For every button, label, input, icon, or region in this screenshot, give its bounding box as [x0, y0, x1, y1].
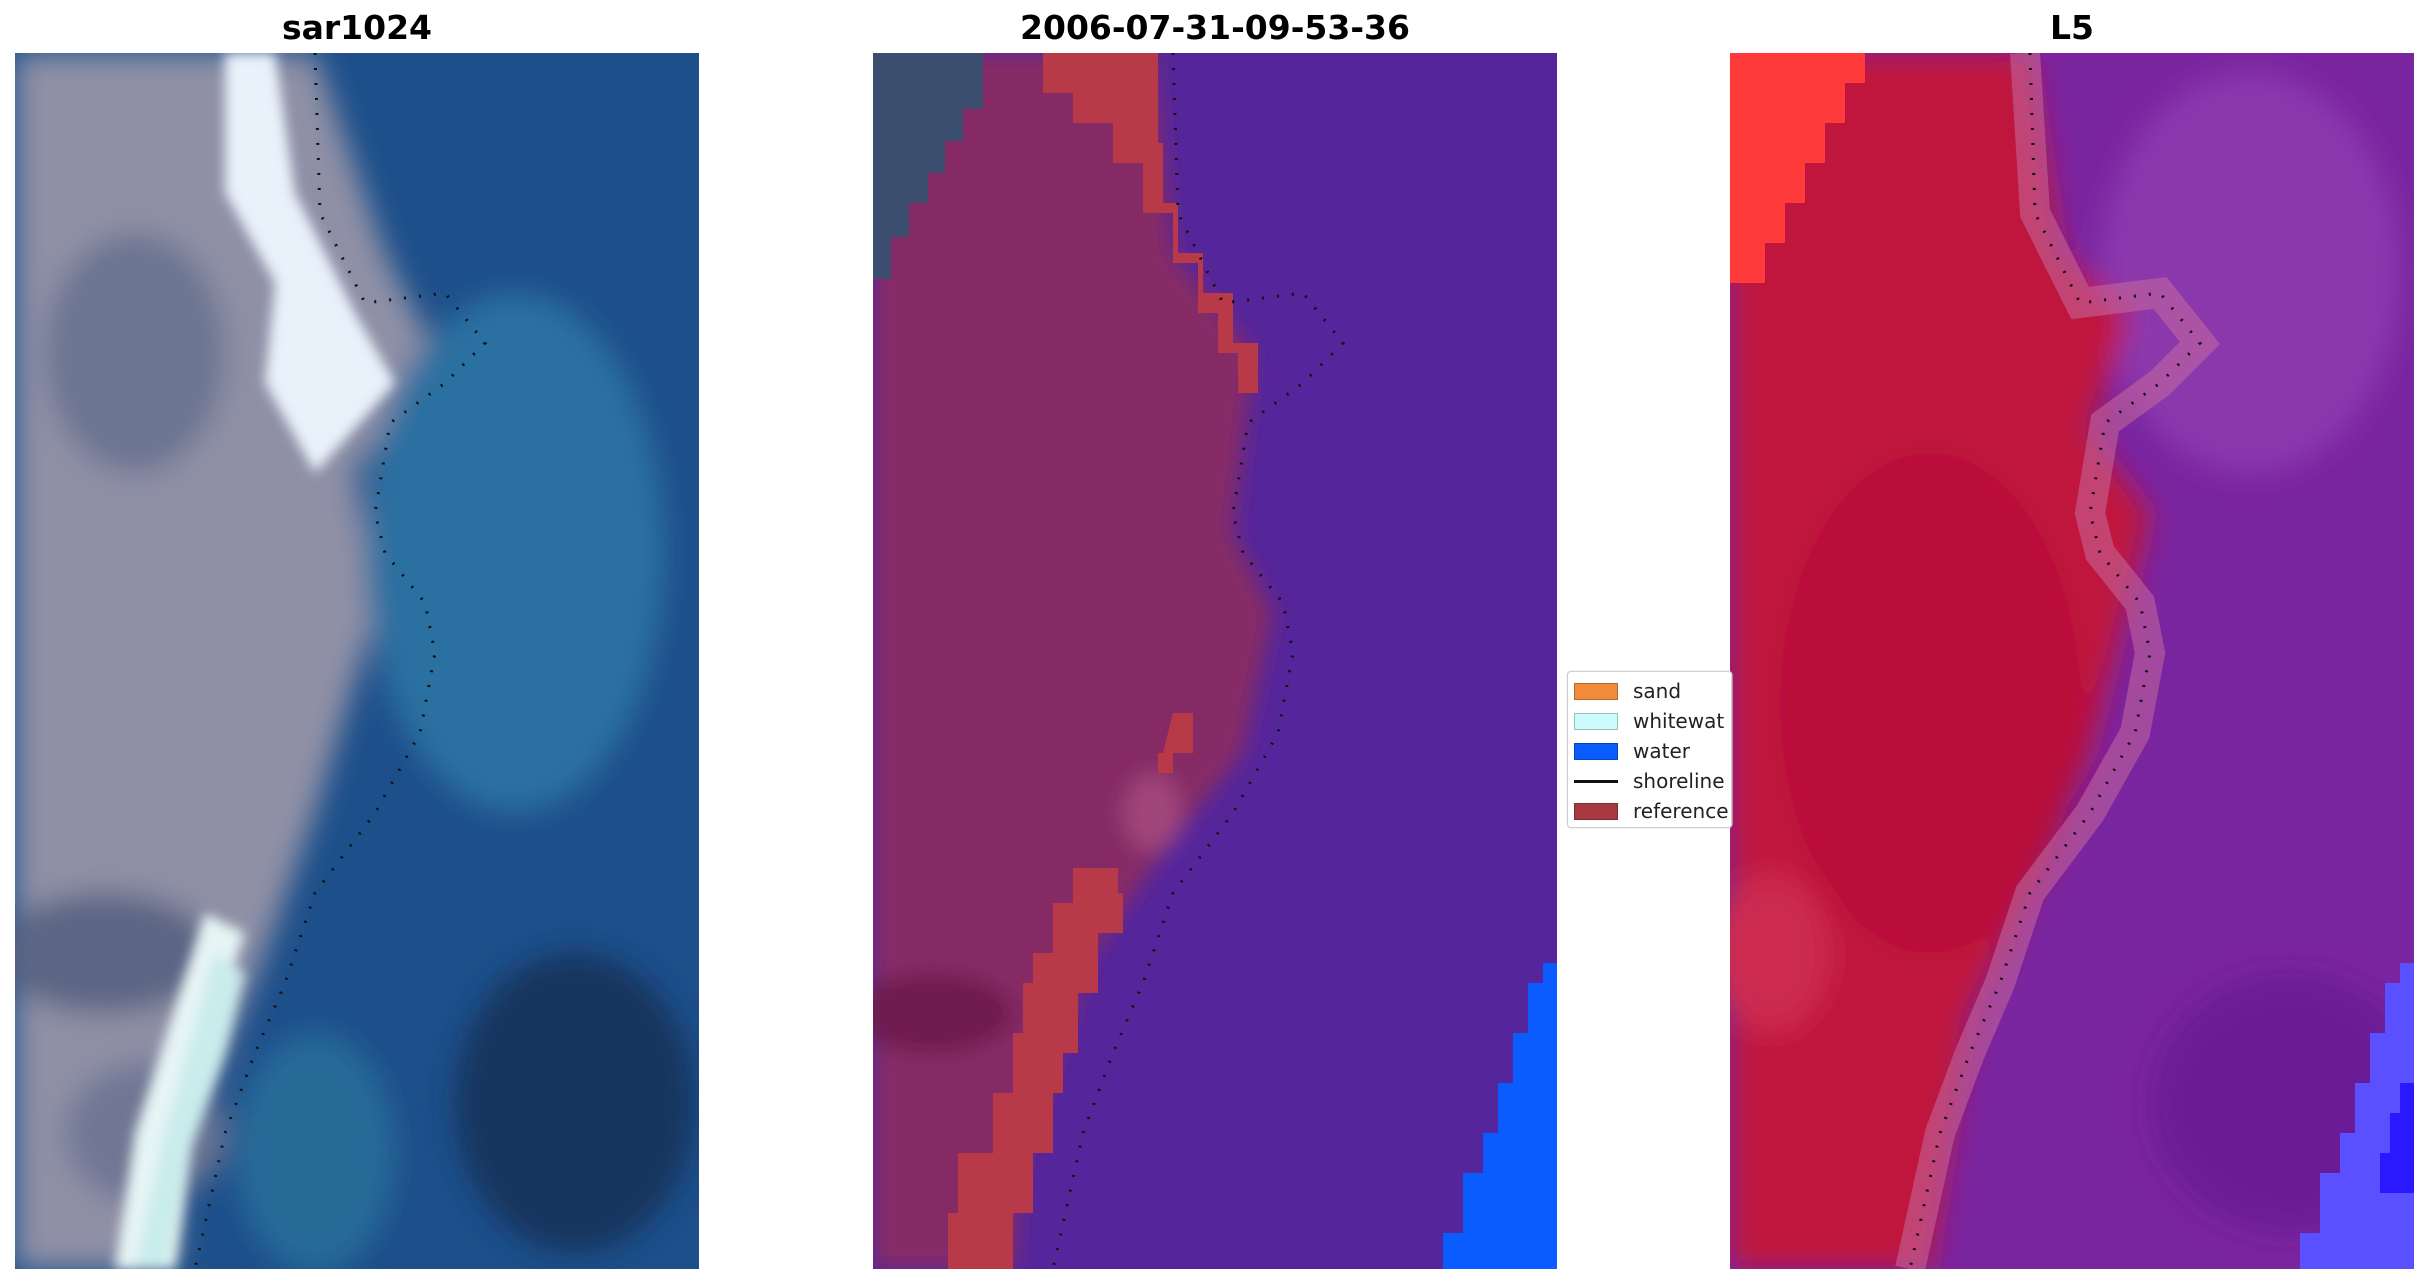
legend-swatch-water: [1574, 742, 1618, 760]
legend-label-water: water: [1633, 739, 1690, 763]
legend-line-shoreline: [1574, 779, 1618, 783]
panel-title-classified: 2006-07-31-09-53-36: [1020, 8, 1410, 47]
legend-label-sand: sand: [1633, 679, 1682, 703]
legend-swatch-whitewater: [1574, 712, 1618, 730]
panel-l5-image: [1730, 53, 2414, 1269]
legend-item-reference: reference: [1574, 798, 1729, 824]
legend-label-reference: reference: [1633, 799, 1729, 823]
legend-label-shoreline: shoreline: [1633, 769, 1725, 793]
panel-title-sar: sar1024: [281, 8, 433, 47]
legend: sand whitewat water shoreline reference: [1567, 671, 1732, 828]
panel-classified-image: [873, 53, 1557, 1269]
legend-item-shoreline: shoreline: [1574, 768, 1725, 794]
legend-swatch-reference: [1574, 802, 1618, 820]
legend-label-whitewater: whitewat: [1633, 709, 1725, 733]
l5-image: [1730, 53, 2414, 1269]
legend-item-sand: sand: [1574, 678, 1681, 704]
panel-title-l5: L5: [2050, 8, 2094, 47]
legend-item-water: water: [1574, 738, 1690, 764]
classified-image: [873, 53, 1557, 1269]
legend-swatch-sand: [1574, 682, 1618, 700]
legend-item-whitewater: whitewat: [1574, 708, 1724, 734]
panel-sar-image: [15, 53, 699, 1269]
sar-image: [15, 53, 699, 1269]
